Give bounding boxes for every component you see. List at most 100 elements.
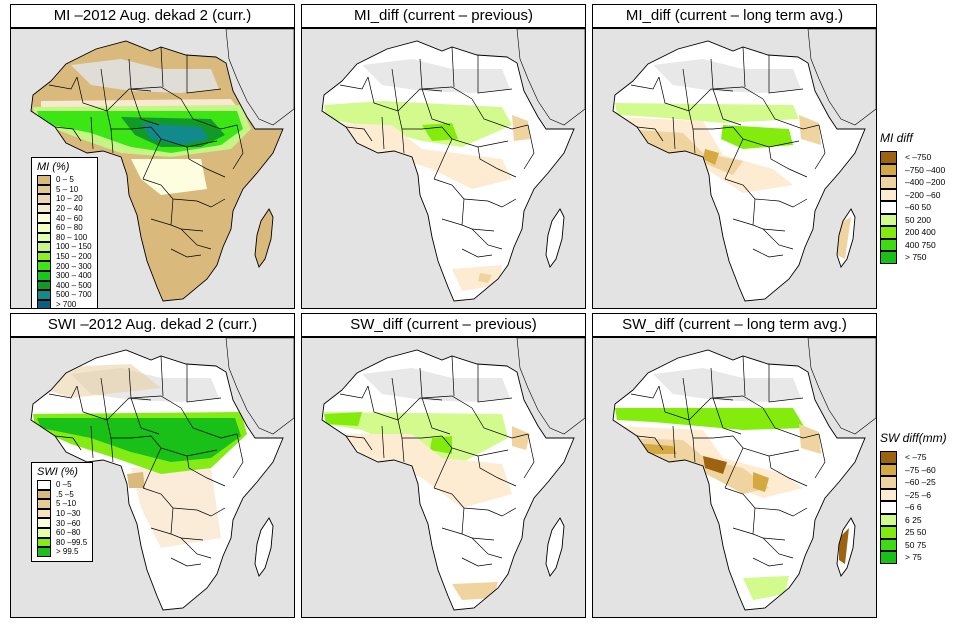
legend-item: 150 – 200	[37, 251, 92, 262]
legend-item: 0 –5	[37, 480, 87, 490]
country-border	[391, 377, 399, 421]
country-border	[461, 557, 493, 567]
country-border	[692, 128, 696, 154]
country-border	[130, 397, 160, 435]
legend-swatch	[37, 518, 51, 528]
legend-swatch	[880, 163, 897, 176]
value-region	[131, 159, 207, 195]
legend-swatch	[880, 476, 897, 489]
legend-label: –400 –200	[905, 177, 946, 188]
country-border	[170, 507, 204, 541]
legend-sw-diff: SW diff(mm) < –75 –75 –60 –60 –25 –25 –6 –6 …	[880, 431, 947, 564]
country-border	[762, 98, 820, 130]
legend-item: 6 25	[880, 513, 947, 526]
country-border	[451, 46, 455, 88]
value-region	[512, 426, 530, 450]
country-border	[128, 58, 182, 100]
value-region	[362, 59, 510, 93]
legend-label: 5 – 10	[56, 184, 79, 194]
coastline	[321, 40, 575, 302]
legend-title: SW diff(mm)	[880, 431, 947, 445]
legend-item: –200 –60	[880, 188, 945, 201]
legend-label: 300 – 400	[56, 271, 92, 281]
legend-swatch	[880, 213, 897, 226]
country-border	[186, 364, 222, 403]
legend-swatch	[880, 176, 897, 189]
value-region	[71, 59, 219, 93]
value-region	[512, 115, 530, 141]
country-border	[339, 76, 369, 90]
value-region	[37, 418, 241, 462]
panel-title: SWI –2012 Aug. dekad 2 (curr.)	[10, 313, 295, 337]
country-border	[487, 198, 517, 208]
country-border	[682, 377, 690, 421]
legend-item: –60 50	[880, 201, 945, 214]
legend-item: –75 –60	[880, 463, 947, 476]
value-region	[799, 115, 821, 145]
country-border	[433, 138, 453, 180]
legend-item: 10 –30	[37, 508, 87, 519]
arabian-peninsula-outline	[516, 338, 585, 435]
legend-item: 200 – 300	[37, 261, 92, 271]
country-border	[487, 507, 517, 517]
country-border	[150, 218, 172, 226]
country-border	[732, 218, 754, 226]
legend-item: 50 200	[880, 213, 945, 226]
value-layer	[33, 59, 251, 195]
country-border	[142, 138, 162, 180]
country-border	[814, 124, 826, 170]
country-border	[48, 76, 78, 90]
legend-item: 200 400	[880, 226, 945, 239]
country-border	[461, 198, 495, 232]
legend-swatch	[37, 232, 51, 243]
legend-swatch	[880, 251, 897, 264]
country-border	[712, 88, 742, 126]
coastline	[612, 349, 866, 611]
country-border	[752, 198, 786, 232]
legend-swatch	[37, 222, 51, 233]
legend-label: 150 – 200	[56, 252, 92, 262]
country-border	[768, 146, 808, 178]
legend-item: 25 50	[880, 526, 947, 539]
country-border	[732, 435, 800, 457]
country-border	[477, 455, 517, 487]
legend-label: –25 –6	[905, 489, 931, 500]
legend-item: 40 – 60	[37, 213, 92, 223]
value-region	[743, 576, 789, 600]
country-border	[523, 124, 535, 170]
value-region	[753, 472, 769, 492]
country-border	[778, 507, 808, 517]
value-region	[324, 412, 362, 426]
madagascar-coastline	[254, 517, 274, 577]
country-borders	[339, 355, 535, 567]
country-border	[110, 437, 114, 463]
legend-swatch	[37, 499, 51, 509]
value-region	[703, 149, 719, 165]
country-border	[752, 248, 784, 258]
legend-item: 400 – 500	[37, 280, 92, 291]
legend-label: 10 – 20	[56, 194, 83, 204]
value-region	[615, 103, 799, 123]
legend-item: > 75	[880, 551, 947, 564]
value-region	[839, 528, 849, 564]
country-border	[732, 126, 800, 148]
panel-title: MI_diff (current – previous)	[301, 4, 586, 28]
legend-swatch	[37, 280, 51, 291]
legend-item: 80 –99.5	[37, 537, 87, 548]
country-border	[682, 68, 690, 112]
country-border	[688, 419, 734, 439]
legend-swatch	[37, 290, 51, 300]
value-region	[342, 434, 512, 508]
country-border	[90, 116, 94, 150]
country-border	[142, 447, 162, 489]
country-border	[433, 178, 489, 202]
map-sw-diff-long-term	[592, 337, 877, 618]
legend-label: –6 6	[905, 502, 922, 513]
country-border	[180, 98, 238, 130]
country-border	[630, 385, 660, 399]
value-region	[653, 59, 801, 93]
legend-item: 60 –80	[37, 527, 87, 538]
legend-label: 400 750	[905, 239, 936, 250]
country-border	[724, 487, 780, 511]
